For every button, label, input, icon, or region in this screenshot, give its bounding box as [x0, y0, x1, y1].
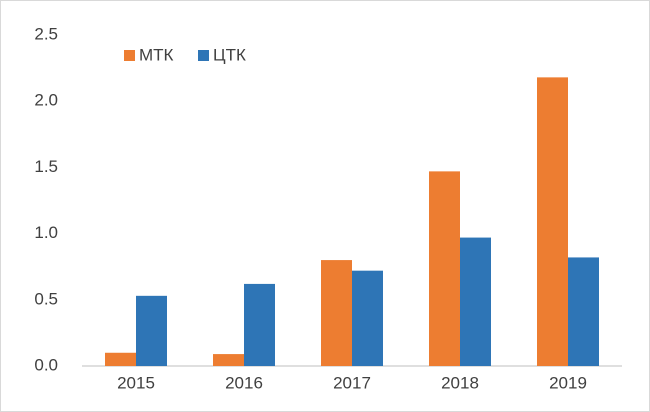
x-tick-label: 2015	[117, 373, 155, 392]
bar	[105, 352, 136, 366]
y-tick-label: 2.5	[34, 24, 58, 43]
x-tick-label: 2018	[441, 373, 479, 392]
x-tick-label: 2017	[333, 373, 371, 392]
legend-swatch	[198, 50, 209, 61]
x-tick-label: 2019	[549, 373, 587, 392]
legend-label: ЦТК	[213, 45, 246, 64]
bar	[460, 237, 491, 366]
y-tick-label: 1.0	[34, 223, 58, 242]
bar	[352, 270, 383, 366]
legend-label: МТК	[139, 45, 174, 64]
bar	[321, 260, 352, 366]
bar	[244, 283, 275, 366]
bar	[568, 257, 599, 366]
y-tick-label: 0.0	[34, 355, 58, 374]
bar	[213, 354, 244, 366]
legend-swatch	[124, 50, 135, 61]
bar	[136, 295, 167, 366]
y-tick-label: 2.0	[34, 91, 58, 110]
bar	[429, 171, 460, 366]
bar	[537, 77, 568, 367]
y-tick-label: 0.5	[34, 289, 58, 308]
y-tick-label: 1.5	[34, 157, 58, 176]
x-tick-label: 2016	[225, 373, 263, 392]
